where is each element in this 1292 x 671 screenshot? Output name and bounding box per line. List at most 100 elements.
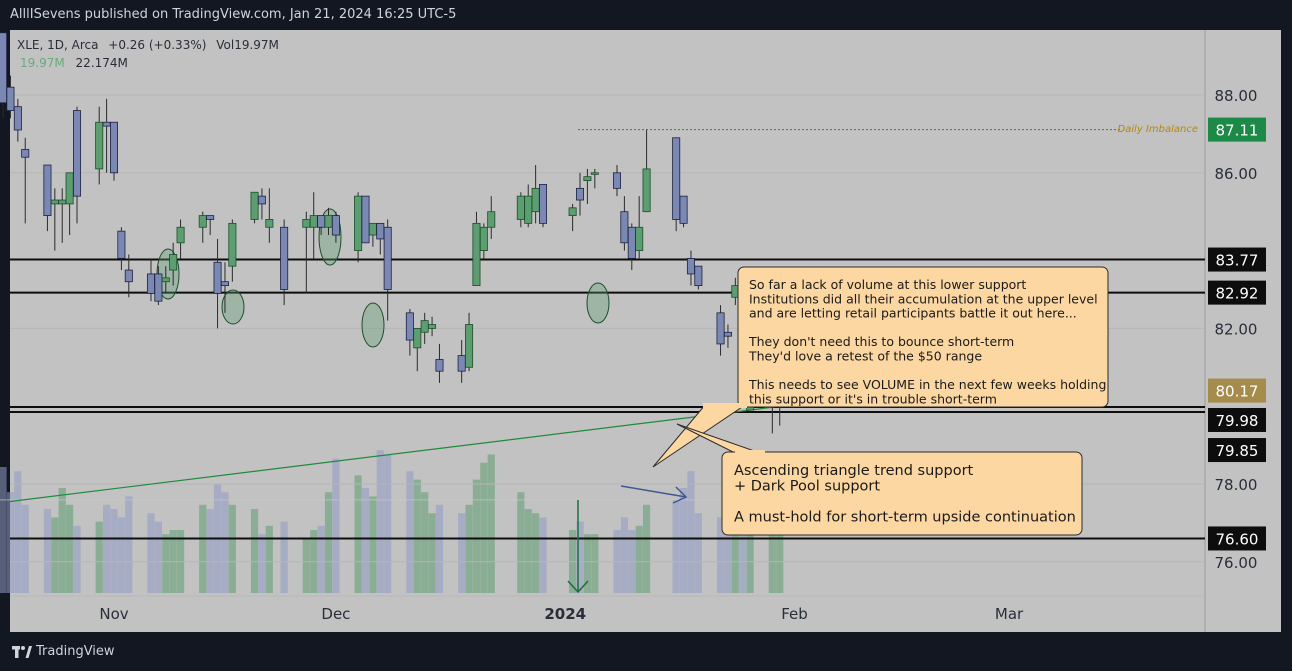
candle <box>465 312 474 372</box>
candle-body <box>361 195 370 244</box>
candle-body <box>124 269 133 283</box>
price-label-black: 79.98 <box>1208 407 1266 432</box>
candle-body <box>516 195 525 220</box>
candle-body <box>635 226 644 251</box>
price-label-box <box>1208 438 1266 463</box>
candle <box>228 219 237 282</box>
legend-line-2: 19.97M 22.174M <box>20 56 128 70</box>
candle <box>198 211 207 243</box>
tradingview-footer[interactable]: TradingView <box>0 633 1292 671</box>
volume-bar <box>258 534 266 593</box>
candle-body <box>524 195 533 224</box>
candle <box>43 164 52 232</box>
volume-bar <box>199 504 207 593</box>
volume-bar <box>376 450 384 593</box>
daily-imbalance-label: Daily Imbalance <box>1117 124 1198 135</box>
volume-bar <box>517 492 525 593</box>
volume-bar <box>162 534 170 593</box>
legend-volume-ma-value: 22.174M <box>76 56 128 70</box>
volume-bar <box>51 517 59 593</box>
time-tick-label: Feb <box>781 605 808 623</box>
volume-bar <box>465 504 473 593</box>
volume-bar <box>524 509 532 593</box>
candle-body <box>280 226 289 290</box>
highlight-ellipse <box>361 302 385 348</box>
legend-change: +0.26 (+0.33%) <box>108 38 206 52</box>
callout-1-line: Institutions did all their accumulation … <box>749 291 1098 306</box>
volume-bar <box>302 538 310 593</box>
candle <box>0 32 8 119</box>
candle <box>95 106 104 185</box>
volume-bar <box>724 509 732 593</box>
volume-bar <box>428 513 436 593</box>
volume-bar <box>361 488 370 593</box>
candle-body <box>686 257 695 275</box>
price-label-box <box>1208 117 1266 142</box>
candle-body <box>257 195 266 205</box>
volume-bar <box>125 496 133 593</box>
candle <box>124 254 133 298</box>
candle-body <box>228 222 237 267</box>
candle <box>331 211 340 243</box>
candle-body <box>95 121 104 170</box>
price-label-black: 79.85 <box>1208 438 1266 463</box>
volume-bar <box>458 513 466 593</box>
price-axis[interactable]: 76.00 78.00 82.00 86.00 88.00 <box>1215 87 1258 572</box>
price-label-text: 83.77 <box>1216 252 1259 270</box>
price-tick-label: 82.00 <box>1215 320 1258 338</box>
price-label-text: 79.85 <box>1216 442 1259 460</box>
candle-body <box>627 226 636 259</box>
price-tick-label: 88.00 <box>1215 87 1258 105</box>
candle <box>568 203 577 232</box>
candle <box>6 75 15 119</box>
price-label-text: 76.60 <box>1216 530 1259 548</box>
legend-volume: Vol19.97M <box>216 38 279 52</box>
candle-body <box>368 222 377 236</box>
volume-bar <box>280 521 288 593</box>
volume-bar <box>413 479 421 593</box>
publish-header: AlllISevens published on TradingView.com… <box>0 0 1292 30</box>
candle-body <box>679 195 688 224</box>
volume-bar <box>679 488 688 593</box>
volume-bar <box>583 534 592 593</box>
candle-body <box>206 215 215 220</box>
candle <box>583 168 592 204</box>
callout-2-line: + Dark Pool support <box>734 479 880 495</box>
time-tick-label: Mar <box>995 605 1024 623</box>
candle <box>117 227 126 271</box>
price-labels: 87.11 83.77 82.92 80.17 79.98 79.85 76.60 <box>1208 117 1266 551</box>
volume-bar <box>0 467 7 593</box>
candle <box>479 223 488 259</box>
candle-body <box>331 215 340 236</box>
candle-body <box>672 137 681 220</box>
price-label-text: 87.11 <box>1216 122 1259 140</box>
candle <box>21 137 30 224</box>
price-label-black: 82.92 <box>1208 280 1266 305</box>
volume-bar <box>620 517 628 593</box>
publisher-text: AlllISevens published on TradingView.com… <box>10 7 457 22</box>
candle <box>257 188 266 220</box>
callout-1-line: This needs to see VOLUME in the next few… <box>748 377 1106 392</box>
candle <box>73 106 82 224</box>
candle <box>635 196 644 259</box>
candle-body <box>435 359 444 372</box>
candle-body <box>0 32 8 104</box>
candle-body <box>694 265 703 287</box>
volume-bar <box>14 471 22 593</box>
candle <box>413 327 422 372</box>
price-tick-label: 76.00 <box>1215 554 1258 572</box>
price-label-box <box>1208 407 1266 432</box>
highlight-ellipse <box>221 289 245 325</box>
volume-bar <box>324 492 333 593</box>
callout-2-line: A must-hold for short-term upside contin… <box>734 510 1076 526</box>
candle-body <box>465 324 474 368</box>
candle <box>176 219 185 259</box>
time-axis[interactable]: Nov Dec 2024 Feb Mar <box>99 605 1024 623</box>
candle <box>161 266 170 294</box>
volume-bar <box>73 525 81 593</box>
callout-1-line: So far a lack of volume at this lower su… <box>749 277 1026 292</box>
candle-body <box>213 261 222 294</box>
volume-bar <box>147 513 155 593</box>
price-label-text: 80.17 <box>1216 383 1259 401</box>
